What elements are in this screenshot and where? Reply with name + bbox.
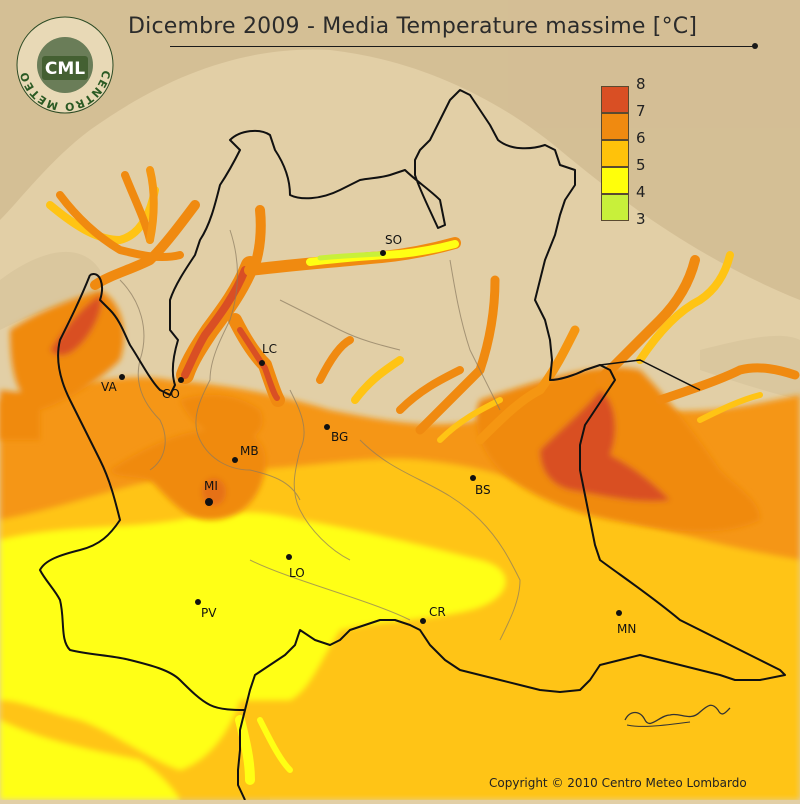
city-label-lc: LC <box>262 342 278 356</box>
city-label-mn: MN <box>617 622 637 636</box>
legend-label: 3 <box>636 210 646 228</box>
city-label-bg: BG <box>331 430 349 444</box>
legend-label: 4 <box>636 183 646 201</box>
city-label-lo: LO <box>289 566 305 580</box>
legend-label: 8 <box>636 75 646 93</box>
city-label-so: SO <box>385 233 403 247</box>
city-label-bs: BS <box>475 483 491 497</box>
city-label-pv: PV <box>201 606 217 620</box>
legend-label: 5 <box>636 156 646 174</box>
terrain-relief <box>0 0 800 300</box>
title-underline-dot <box>752 43 758 49</box>
legend-swatch-7-8 <box>601 86 629 113</box>
legend-swatch-4-5 <box>601 167 629 194</box>
legend-label: 6 <box>636 129 646 147</box>
city-label-va: VA <box>101 380 117 394</box>
city-label-mb: MB <box>240 444 259 458</box>
city-label-co: CO <box>162 387 180 401</box>
legend-label: 7 <box>636 102 646 120</box>
province-boundaries <box>119 229 521 641</box>
copyright-notice: Copyright © 2010 Centro Meteo Lombardo <box>489 776 747 790</box>
legend-swatch-5-6 <box>601 140 629 167</box>
legend-swatch-6-7 <box>601 113 629 140</box>
signature <box>624 704 731 725</box>
city-label-cr: CR <box>429 605 446 619</box>
title-underline <box>170 46 755 47</box>
legend-swatch-3-4 <box>601 194 629 221</box>
logo-abbr: CML <box>45 59 85 79</box>
lombardy-boundary <box>89 89 786 801</box>
city-label-mi: MI <box>204 479 218 493</box>
map-title: Dicembre 2009 - Media Temperature massim… <box>128 14 698 39</box>
